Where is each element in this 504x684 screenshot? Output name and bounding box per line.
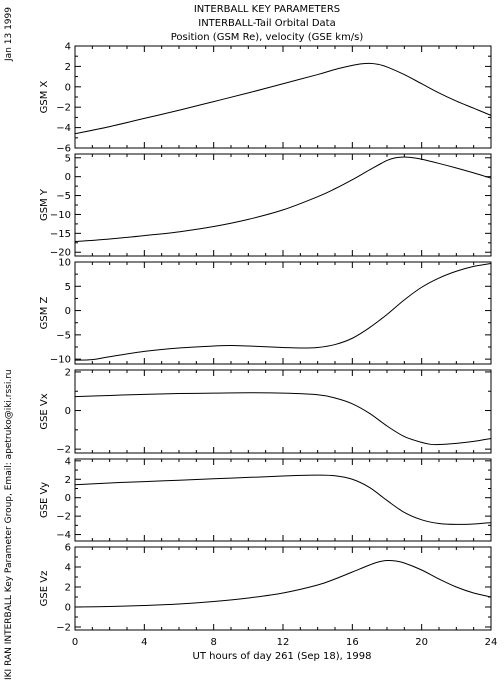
y-tick-label: −2 [56,445,71,456]
y-tick-label: 5 [65,282,71,293]
y-tick-label: −5 [56,330,71,341]
y-axis-label: GSM X [39,80,50,113]
y-tick-label: 5 [65,153,71,164]
y-tick-label: −6 [56,144,71,155]
plot-frame [74,261,492,365]
y-tick-label: −2 [56,103,71,114]
y-axis-label: GSE Vz [39,571,50,607]
y-tick-label: 0 [65,603,71,614]
panel-3: −10 −5 0 5 10 GSM Z [39,258,492,366]
series-line [74,474,492,525]
x-tick-label: 12 [277,637,290,648]
y-tick-label: 4 [65,42,71,53]
y-axis-label: GSE Vy [39,482,50,518]
x-tick-label: 8 [210,637,216,648]
y-tick-label: −2 [56,512,71,523]
series-line [74,392,492,446]
date-stamp: Jan 13 1999 [4,7,14,62]
y-tick-label: −5 [56,191,71,202]
y-tick-label: −10 [50,355,71,366]
y-tick-label: 6 [65,543,71,554]
y-tick-label: 2 [65,475,71,486]
y-tick-label: 2 [65,583,71,594]
y-tick-label: 0 [65,306,71,317]
chart-title-line-1: INTERBALL KEY PARAMETERS [194,4,340,15]
y-axis-label: GSE Vx [39,393,50,429]
plot-frame [74,153,492,257]
panel-4: −2 0 2 GSE Vx [39,367,492,456]
y-tick-label: −2 [56,623,71,634]
plot-frame [74,458,492,542]
y-tick-label: 2 [65,62,71,73]
x-axis-label: UT hours of day 261 (Sep 18), 1998 [193,651,372,662]
x-tick-label: 20 [415,637,428,648]
x-tick-label: 24 [485,637,498,648]
y-tick-label: −4 [56,123,71,134]
y-axis-label: GSM Z [39,296,50,329]
x-tick-label: 16 [346,637,359,648]
y-tick-label: −10 [50,210,71,221]
y-tick-label: 4 [65,563,71,574]
plot-frame [74,369,492,454]
y-tick-label: −15 [50,229,71,240]
chart-title-line-2: INTERBALL-Tail Orbital Data [198,18,335,29]
panel-5: −4 −2 0 2 4 GSE Vy [39,456,492,542]
series-line [74,62,492,135]
panel-1: −6 −4 −2 0 2 4 GSM X [39,42,492,155]
y-tick-label: 0 [65,172,71,183]
y-axis-label: GSM Y [39,188,50,221]
credit-text: IKI RAN INTERBALL Key Parameter Group, E… [4,369,14,680]
panel-2: −20 −15 −10 −5 0 5 GSM Y [39,153,492,259]
x-tick-label: 4 [141,637,147,648]
y-tick-label: −20 [50,248,71,259]
y-tick-label: 2 [65,367,71,378]
chart-title-line-3: Position (GSM Re), velocity (GSE km/s) [171,32,364,43]
y-tick-label: 0 [65,493,71,504]
plot-frame [74,546,492,631]
y-tick-label: 0 [65,406,71,417]
series-line [74,262,492,361]
series-line [74,559,492,608]
x-tick-label: 0 [72,637,78,648]
y-tick-label: −4 [56,530,71,541]
y-tick-label: 4 [65,456,71,467]
series-line [74,156,492,243]
y-tick-label: 0 [65,82,71,93]
y-tick-label: 10 [58,258,71,269]
panel-6: −2 0 2 4 6 GSE Vz [39,543,492,634]
plot-frame [74,45,492,149]
